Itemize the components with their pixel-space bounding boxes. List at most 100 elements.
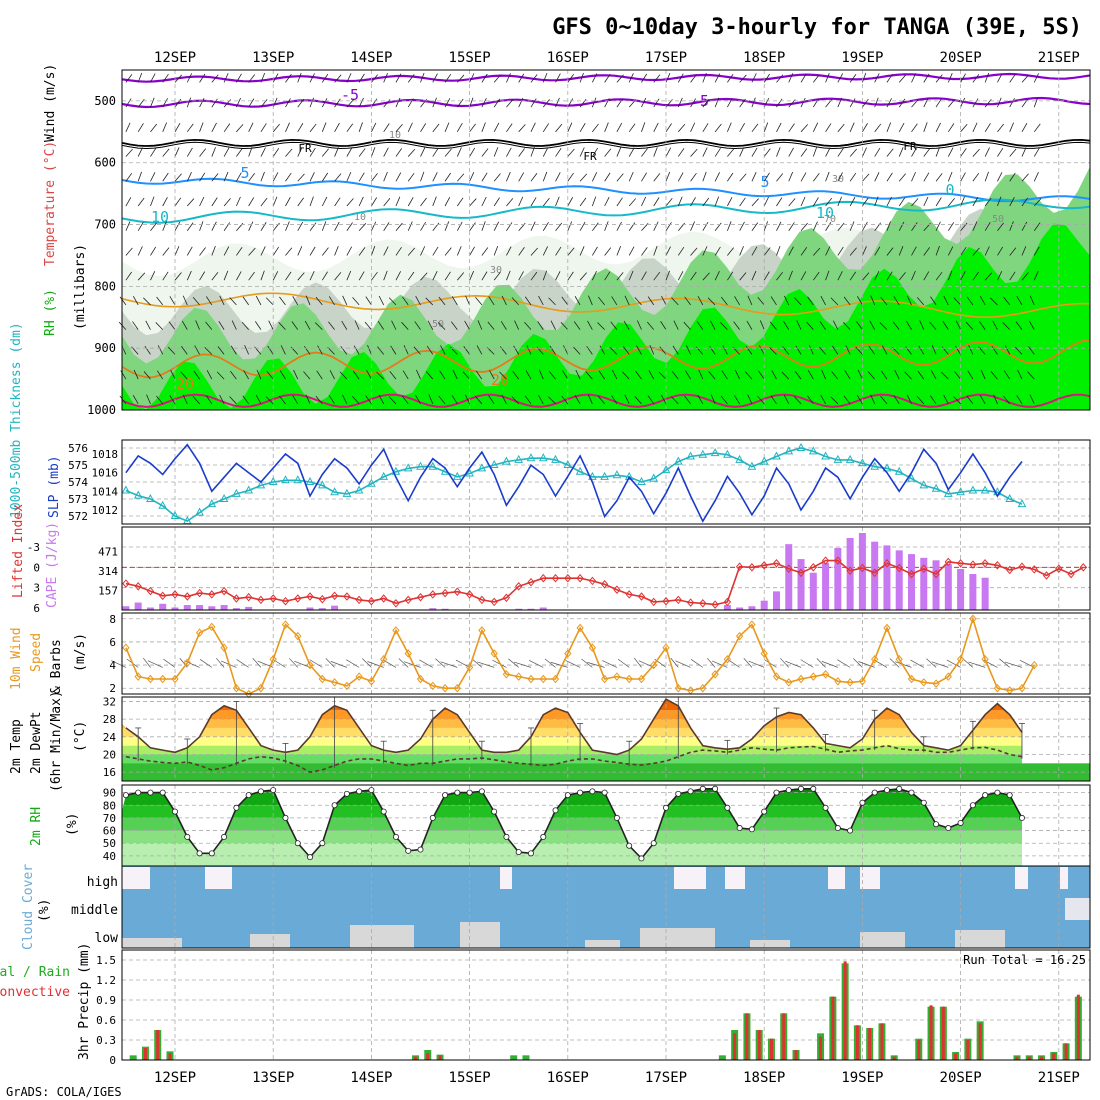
wind-barb (794, 297, 802, 306)
cape-bar (429, 608, 437, 610)
wind-barb (469, 222, 476, 231)
thickness-point (367, 478, 376, 487)
wind-barb (812, 74, 820, 83)
wind-barb (137, 123, 144, 133)
wind-speed-point (318, 674, 326, 684)
wind-barb (378, 295, 385, 306)
li-tick: 3 (33, 582, 40, 595)
wind-barb (714, 73, 721, 83)
wind-barb (1029, 295, 1035, 306)
lifted-index-point (429, 590, 437, 599)
wind-barb (285, 74, 292, 83)
wind-barb (720, 322, 728, 330)
wind-barb (352, 396, 360, 405)
wind-barb (1004, 345, 1011, 355)
wind-barb (904, 371, 912, 380)
panel-frame (121, 612, 1091, 695)
wind-barb (788, 246, 794, 256)
precip-tick: 1.2 (96, 974, 116, 987)
rh2m-point (122, 792, 129, 799)
wind-barb (733, 321, 740, 330)
wind-speed-point (465, 663, 474, 672)
wind-barb (800, 172, 807, 182)
isotherm-label: FR (298, 142, 312, 155)
wind-speed-point (576, 623, 584, 633)
wind-speed-point (907, 674, 916, 684)
wind-barb (880, 395, 888, 405)
wind-barb (943, 295, 949, 306)
pressure-tick: 700 (94, 218, 116, 232)
lifted-index-point (576, 573, 584, 583)
cloud-low-fill (955, 930, 1005, 948)
wind-barb (194, 345, 200, 355)
wind-speed-point (306, 660, 314, 670)
wind-barb (125, 172, 133, 182)
wind-barb (857, 296, 863, 306)
wind-barb (637, 320, 642, 330)
wind-barb (211, 173, 219, 182)
wind-speed-point (392, 626, 400, 635)
rh2m-point (282, 814, 289, 821)
rh-contour-label: 70 (824, 214, 836, 225)
wind-barb (469, 73, 475, 83)
wind-barb (862, 123, 868, 133)
wind-barb (984, 221, 991, 231)
wind-barb (947, 222, 955, 231)
wind-speed-point (183, 658, 191, 668)
thickness-point (686, 451, 695, 460)
wind-barb (358, 148, 366, 157)
rh2m-point (663, 804, 670, 811)
rh2m-point (159, 789, 166, 796)
wind-barb (272, 97, 278, 108)
wind-barb (358, 172, 365, 182)
wind-barb (898, 122, 905, 133)
wind-barb (972, 197, 979, 207)
wind-barb (586, 345, 593, 355)
wind-barb (242, 395, 249, 405)
rh-band (122, 843, 1023, 866)
wind-barb (690, 98, 697, 108)
wind-barb (634, 297, 642, 306)
rh-tick: 80 (103, 799, 116, 812)
isotherm-label: FR (583, 150, 597, 163)
wind-barb (747, 394, 753, 404)
wind-speed-point (551, 674, 560, 684)
surface-wind-barb (1004, 661, 1023, 668)
surface-wind-barb (346, 659, 360, 668)
rh2m-point (761, 808, 768, 815)
wind-barb (677, 246, 685, 256)
wind-barb (305, 295, 311, 306)
wind-barb (574, 296, 581, 306)
rh2m-point (221, 833, 228, 840)
wind-barb (916, 297, 925, 306)
wind-barb (849, 247, 857, 256)
rh2m-point (135, 789, 142, 796)
wind-barb (862, 173, 870, 182)
wind-barb (591, 97, 597, 108)
wind-barb (1009, 196, 1015, 207)
wind-barb (923, 196, 929, 207)
rh2m-point (294, 840, 301, 847)
wind-barb (911, 171, 916, 182)
wind-speed-point (269, 655, 277, 664)
rh2m-point (675, 790, 682, 797)
wind-barb (653, 173, 661, 182)
wind-barb (211, 74, 219, 83)
surface-wind-barb (477, 661, 495, 668)
wind-barb (230, 345, 237, 355)
wind-barb (506, 171, 511, 182)
wind-barb (389, 370, 397, 380)
wind-barb (451, 296, 458, 306)
wind-barb (685, 370, 691, 380)
cloud-low-fill (860, 932, 905, 948)
wind-barb (376, 371, 384, 380)
wind-barb (587, 320, 593, 330)
thickness-point (465, 468, 474, 477)
wind-barb (935, 147, 941, 157)
rh2m-point (1018, 814, 1025, 821)
wind-barb (186, 147, 193, 157)
wind-barb (837, 271, 843, 281)
wind-barb (990, 297, 998, 306)
